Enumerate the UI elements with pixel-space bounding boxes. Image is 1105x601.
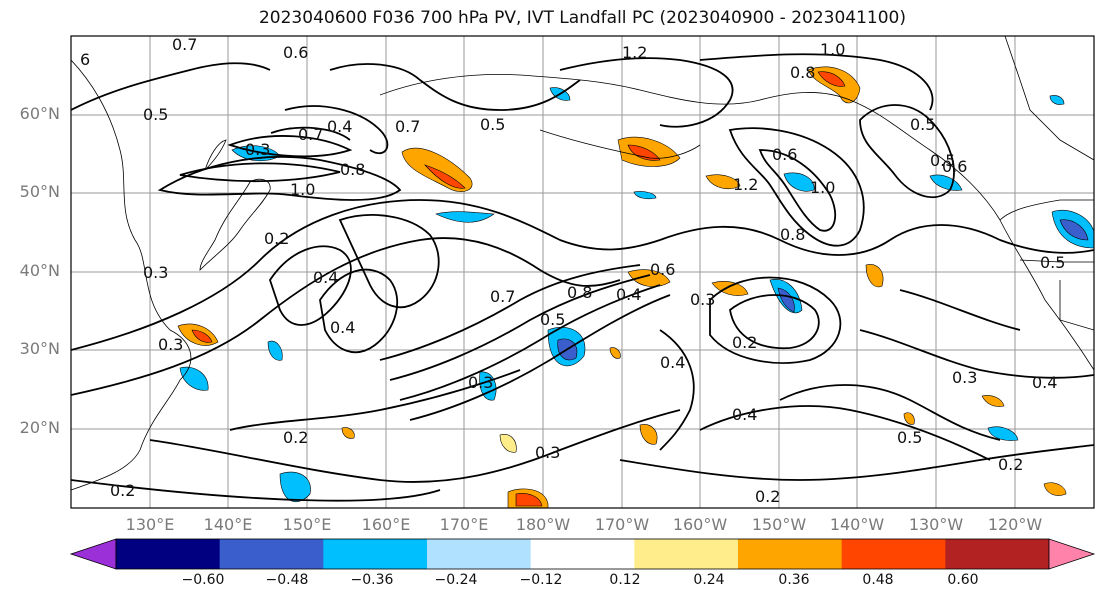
contour-label: 1.0 (290, 180, 315, 199)
colorbar-block (427, 539, 532, 569)
lon-label: 120°W (987, 515, 1043, 534)
lon-label: 160°E (361, 515, 411, 534)
contour-label: 0.3 (158, 335, 183, 354)
contour-label: 0.5 (143, 105, 168, 124)
contour-label: 0.4 (660, 353, 685, 372)
contour-label: 0.2 (998, 455, 1023, 474)
colorbar-block (841, 539, 946, 569)
contour-label: 0.3 (535, 443, 560, 462)
contour-label: 0.2 (264, 229, 289, 248)
colorbar-extend-low (69, 538, 117, 570)
contour-label: 0.4 (732, 405, 757, 424)
contour-label: 1.0 (820, 40, 845, 59)
contour-label: 0.3 (468, 373, 493, 392)
contour-label: 0.2 (110, 481, 135, 500)
contour-label: 0.6 (650, 260, 675, 279)
colorbar-block (116, 539, 221, 569)
contour-label: 0.5 (897, 428, 922, 447)
colorbar-block (323, 539, 428, 569)
colorbar-tick: −0.12 (519, 572, 563, 588)
colorbar-tick: −0.24 (434, 572, 478, 588)
colorbar-tick: 0.12 (609, 572, 641, 588)
colorbar-block (634, 539, 739, 569)
colorbar (69, 538, 1096, 570)
contour-label: 0.6 (283, 43, 308, 62)
contour-label: 0.4 (327, 117, 352, 136)
contour-label: 0.4 (616, 285, 641, 304)
contour-label: 0.4 (1032, 373, 1057, 392)
lat-label-30: 30°N (19, 339, 60, 358)
contour-label: 0.2 (283, 428, 308, 447)
colorbar-tick: 0.48 (862, 572, 894, 588)
contour-label: 0.2 (732, 333, 757, 352)
contour-label: 1.0 (810, 178, 835, 197)
lat-label-50: 50°N (19, 182, 60, 201)
colorbar-tick: −0.36 (350, 572, 394, 588)
contour-label: 0.8 (780, 225, 805, 244)
contour-label: 0.3 (245, 140, 270, 159)
contour-label: 6 (80, 50, 90, 69)
colorbar-tick: 0.24 (693, 572, 725, 588)
contour-label: 0.6 (772, 145, 797, 164)
contour-label: 0.2 (755, 487, 780, 506)
pv-contours (71, 53, 1094, 502)
contour-label: 0.5 (540, 310, 565, 329)
contour-label: 0.8 (340, 160, 365, 179)
lon-label: 140°E (203, 515, 253, 534)
lon-label: 150°W (751, 515, 807, 534)
lon-label: 130°W (908, 515, 964, 534)
colorbar-tick: −0.48 (265, 572, 309, 588)
colorbar-block (219, 539, 324, 569)
lon-label: 170°E (439, 515, 489, 534)
colorbar-block (945, 539, 1050, 569)
contour-label: 0.6 (942, 157, 967, 176)
contour-label: 0.7 (298, 125, 323, 144)
map-layers: 6 0.5 0.7 0.6 0.5 1.2 1.0 0.8 0.3 0.7 0.… (71, 35, 1094, 508)
contour-label: 0.7 (395, 117, 420, 136)
contour-label: 1.2 (733, 175, 758, 194)
contour-label: 1.2 (622, 43, 647, 62)
colorbar-block (530, 539, 635, 569)
contour-label: 0.5 (930, 151, 955, 170)
contour-label: 0.3 (952, 368, 977, 387)
contour-label: 0.4 (330, 318, 355, 337)
contour-label: 0.7 (172, 35, 197, 54)
lat-label-20: 20°N (19, 418, 60, 437)
lat-label-60: 60°N (19, 104, 60, 123)
contour-label: 0.3 (690, 290, 715, 309)
contour-label: 0.4 (313, 268, 338, 287)
colorbar-tick: 0.60 (947, 572, 979, 588)
lon-label: 160°W (672, 515, 728, 534)
colorbar-blocks (115, 538, 1050, 570)
ivt-positive-patches (177, 66, 1067, 508)
lon-label: 170°W (594, 515, 650, 534)
map-frame (70, 35, 1095, 509)
coastlines (71, 36, 1094, 491)
lat-label-40: 40°N (19, 261, 60, 280)
colorbar-block (738, 539, 843, 569)
contour-label: 0.7 (490, 287, 515, 306)
lon-label: 150°E (282, 515, 332, 534)
lon-label: 140°W (829, 515, 885, 534)
contour-labels: 6 0.5 0.7 0.6 0.5 1.2 1.0 0.8 0.3 0.7 0.… (80, 35, 1065, 506)
contour-label: 0.3 (143, 263, 168, 282)
map-title: 2023040600 F036 700 hPa PV, IVT Landfall… (258, 8, 906, 28)
contour-label: 0.5 (480, 115, 505, 134)
lon-label: 130°E (125, 515, 175, 534)
colorbar-tick: 0.36 (778, 572, 810, 588)
colorbar-tick: −0.60 (181, 572, 225, 588)
contour-label: 0.5 (910, 115, 935, 134)
lon-label: 180°W (515, 515, 571, 534)
contour-label: 0.8 (790, 63, 815, 82)
contour-label: 0.8 (567, 283, 592, 302)
colorbar-extend-high (1048, 538, 1096, 570)
contour-label: 0.5 (1040, 253, 1065, 272)
